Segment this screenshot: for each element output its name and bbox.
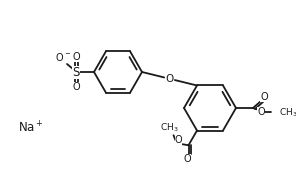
Text: O: O [72,52,80,62]
Text: O: O [72,82,80,92]
Text: O: O [260,92,268,102]
Text: O: O [165,74,174,84]
Text: CH$_3$: CH$_3$ [279,107,296,119]
Text: S: S [72,66,80,79]
Text: O: O [257,107,265,117]
Text: CH$_3$: CH$_3$ [160,122,179,134]
Text: O$^-$: O$^-$ [55,51,71,63]
Text: O: O [175,135,182,145]
Text: O: O [184,154,191,164]
Text: Na$^+$: Na$^+$ [18,120,44,136]
